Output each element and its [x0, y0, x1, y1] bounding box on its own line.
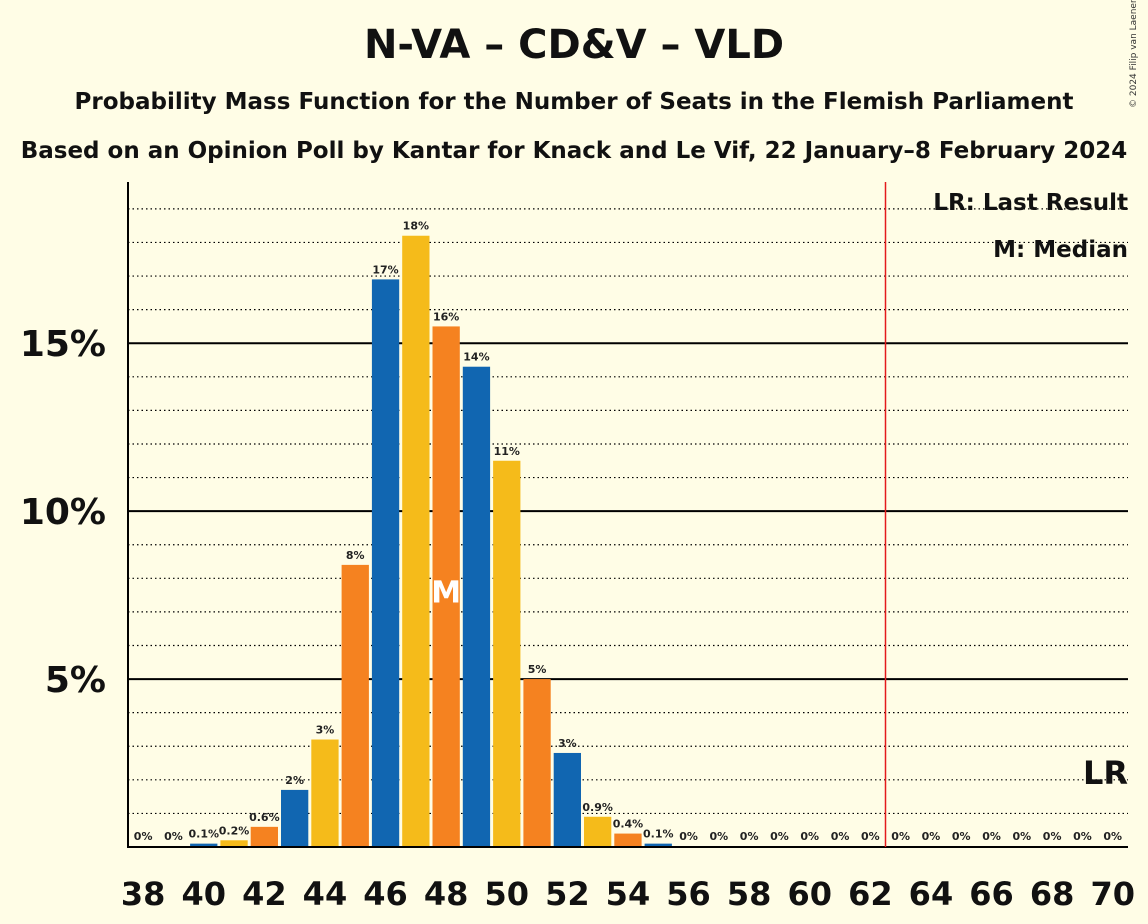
- x-tick-label: 52: [545, 875, 590, 913]
- value-label: 0%: [800, 830, 819, 843]
- value-label: 0%: [1013, 830, 1032, 843]
- value-label: 0.1%: [643, 828, 674, 841]
- value-label: 0%: [1043, 830, 1062, 843]
- value-label: 16%: [433, 310, 459, 323]
- value-label: 0%: [952, 830, 971, 843]
- bar-seat-51: [523, 679, 551, 847]
- bar-seat-42: [250, 826, 278, 847]
- value-label: 11%: [494, 445, 520, 458]
- overlay: M LR LR: Last Result M: Median: [431, 182, 1128, 847]
- bar-seat-41: [220, 840, 248, 847]
- x-tick-label: 68: [1030, 875, 1075, 913]
- median-marker: M: [431, 575, 461, 610]
- bar-seat-54: [614, 833, 642, 847]
- value-label: 0%: [710, 830, 729, 843]
- value-label: 2%: [285, 774, 304, 787]
- value-label: 0%: [1073, 830, 1092, 843]
- bar-seat-48: [432, 326, 460, 847]
- value-label: 0%: [679, 830, 698, 843]
- value-label: 0%: [1103, 830, 1122, 843]
- x-tick-label: 66: [969, 875, 1014, 913]
- value-label: 3%: [316, 724, 335, 737]
- bar-seat-43: [281, 789, 309, 847]
- x-tick-label: 42: [242, 875, 287, 913]
- value-label: 3%: [558, 737, 577, 750]
- value-label: 0%: [922, 830, 941, 843]
- x-tick-label: 64: [909, 875, 954, 913]
- value-label: 0%: [164, 830, 183, 843]
- value-label: 0%: [982, 830, 1001, 843]
- value-label: 0.1%: [188, 828, 219, 841]
- axes: 5% 10% 15% 38 40 42 44 46 48 50 52 54 56 58 60 62 64 66 68…: [20, 182, 1135, 913]
- value-label: 0%: [770, 830, 789, 843]
- last-result-marker: LR: [1083, 754, 1128, 792]
- value-label: 0%: [861, 830, 880, 843]
- x-tick-label: 50: [484, 875, 529, 913]
- bar-seat-55: [644, 843, 672, 847]
- bar-seat-49: [462, 366, 491, 847]
- bar-seat-44: [311, 739, 339, 847]
- bars: [190, 235, 672, 848]
- value-label: 0.9%: [582, 801, 613, 814]
- y-tick-label: 5%: [45, 660, 106, 701]
- x-tick-label: 40: [181, 875, 226, 913]
- bar-seat-53: [584, 816, 612, 847]
- chart-subtitle: Probability Mass Function for the Number…: [74, 89, 1074, 115]
- x-tick-label: 62: [848, 875, 893, 913]
- x-tick-label: 70: [1090, 875, 1135, 913]
- value-label: 18%: [403, 220, 429, 233]
- bar-seat-46: [371, 279, 400, 847]
- x-tick-label: 54: [606, 875, 651, 913]
- chart-source-subtitle: Based on an Opinion Poll by Kantar for K…: [20, 138, 1128, 164]
- value-label: 0%: [891, 830, 910, 843]
- x-tick-label: 56: [666, 875, 711, 913]
- bar-seat-40: [190, 843, 218, 847]
- legend-last-result: LR: Last Result: [933, 190, 1128, 216]
- value-label: 0%: [740, 830, 759, 843]
- value-label: 0.2%: [219, 824, 250, 837]
- value-label: 17%: [372, 263, 398, 276]
- x-tick-label: 44: [303, 875, 348, 913]
- grid-lines: [128, 208, 1128, 815]
- value-labels: 0% 0% 0.1% 0.2%0.6%2%3%8%17%18%16%14%11%5%3…: [134, 220, 1122, 843]
- bar-seat-50: [493, 460, 521, 847]
- x-tick-label: 46: [363, 875, 408, 913]
- bar-seat-45: [341, 564, 369, 847]
- chart-title: N-VA – CD&V – VLD: [363, 22, 785, 68]
- x-tick-label: 58: [727, 875, 772, 913]
- value-label: 0%: [134, 830, 153, 843]
- value-label: 8%: [346, 549, 365, 562]
- bar-seat-47: [402, 235, 430, 848]
- y-tick-label: 15%: [20, 324, 106, 365]
- value-label: 0.6%: [249, 811, 280, 824]
- x-tick-label: 60: [787, 875, 832, 913]
- y-tick-label: 10%: [20, 492, 106, 533]
- x-tick-label: 38: [121, 875, 166, 913]
- bar-seat-52: [553, 752, 581, 847]
- x-tick-label: 48: [424, 875, 469, 913]
- value-label: 0.4%: [613, 818, 644, 831]
- legend-median: M: Median: [993, 237, 1128, 263]
- value-label: 14%: [463, 351, 489, 364]
- value-label: 0%: [831, 830, 850, 843]
- value-label: 5%: [528, 663, 547, 676]
